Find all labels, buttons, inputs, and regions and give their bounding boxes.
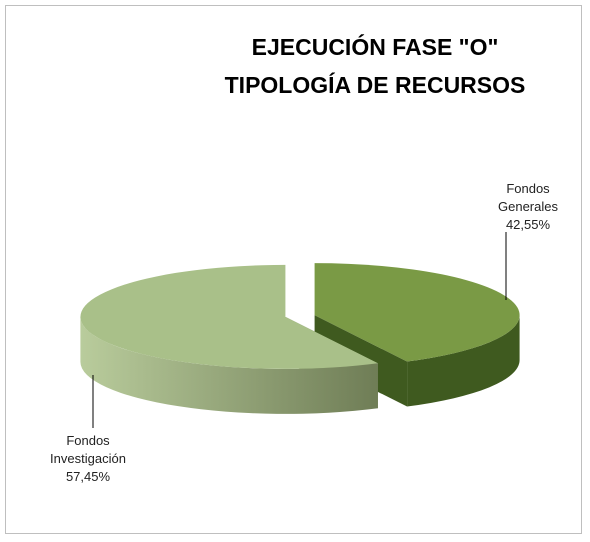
category-label: Fondos Investigación	[50, 433, 126, 466]
pie-slice	[314, 263, 520, 407]
chart-title: TIPOLOGÍA DE RECURSOS	[224, 72, 526, 98]
pie-slice	[80, 264, 378, 414]
slice-top	[314, 263, 520, 362]
category-label: Fondos Generales	[498, 181, 558, 214]
slice-top	[80, 264, 378, 369]
slice-side	[80, 316, 378, 414]
chart-border	[5, 5, 582, 534]
slice-side	[407, 315, 520, 407]
data-label: Fondos Generales 42,55%	[480, 180, 576, 234]
data-label: Fondos Investigación 57,45%	[40, 432, 136, 486]
value-label: 57,45%	[65, 469, 111, 484]
value-label: 42,55%	[505, 217, 551, 232]
chart-title: EJECUCIÓN FASE "O"	[251, 34, 499, 60]
